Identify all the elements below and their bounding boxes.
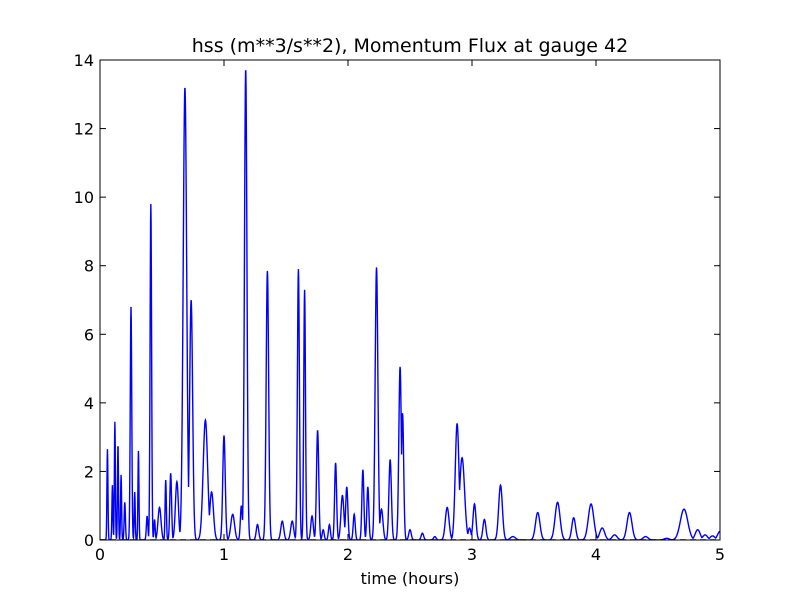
y-tick-label: 4 <box>84 394 94 413</box>
x-tick-label: 5 <box>715 545 725 564</box>
y-tick-label: 0 <box>84 531 94 550</box>
y-tick-label: 8 <box>84 257 94 276</box>
y-tick-label: 2 <box>84 462 94 481</box>
x-tick-label: 3 <box>467 545 477 564</box>
x-tick-label: 0 <box>95 545 105 564</box>
series-0-line <box>100 70 720 540</box>
x-tick-label: 1 <box>219 545 229 564</box>
y-tick-label: 12 <box>74 120 94 139</box>
plot-frame <box>99 59 721 541</box>
y-tick-label: 10 <box>74 188 94 207</box>
chart-title: hss (m**3/s**2), Momentum Flux at gauge … <box>192 35 628 57</box>
y-tick-label: 14 <box>74 51 94 70</box>
x-axis-label: time (hours) <box>361 569 460 588</box>
x-tick-label: 4 <box>591 545 601 564</box>
plot-area <box>100 70 720 540</box>
x-axis: 0 1 2 3 4 5 <box>95 60 725 564</box>
y-tick-label: 6 <box>84 325 94 344</box>
x-tick-label: 2 <box>343 545 353 564</box>
